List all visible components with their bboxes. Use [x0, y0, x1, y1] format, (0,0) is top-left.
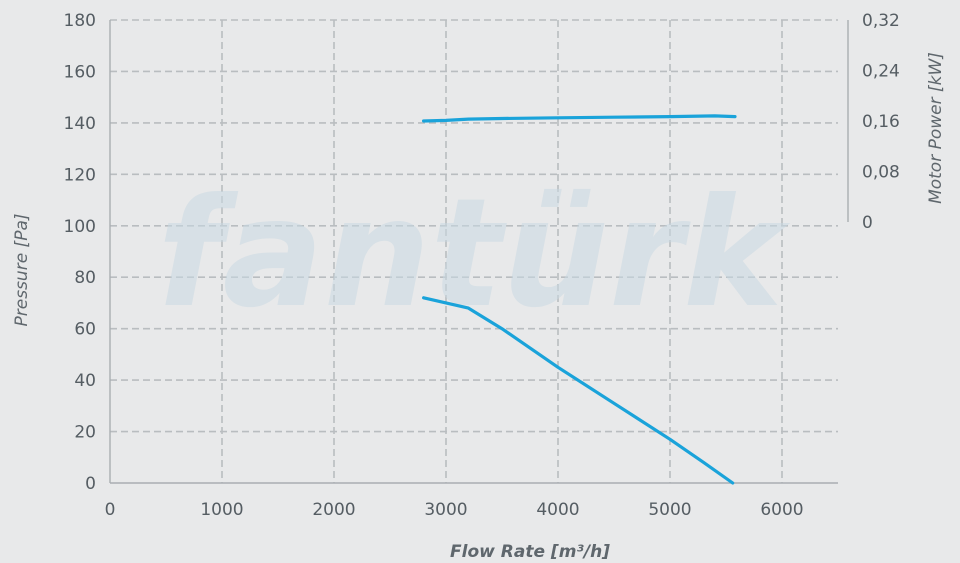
motor-power-line: [422, 114, 737, 123]
y2-tick-label: 0,16: [862, 112, 900, 132]
x-tick-label: 2000: [312, 500, 355, 520]
y-tick-label: 40: [74, 371, 96, 391]
y2-axis-title: Motor Power [kW]: [926, 52, 946, 204]
y-tick-label: 0: [85, 474, 96, 494]
y-tick-label: 60: [74, 320, 96, 340]
x-tick-label: 1000: [200, 500, 243, 520]
axes: [109, 20, 849, 484]
y2-tick-label: 0,32: [862, 11, 900, 31]
x-tick-label: 0: [105, 500, 116, 520]
y-tick-label: 100: [64, 217, 96, 237]
y2-tick-label: 0,08: [862, 163, 900, 183]
x-tick-label: 4000: [536, 500, 579, 520]
y-tick-label: 20: [74, 423, 96, 443]
y-tick-label: 80: [74, 268, 96, 288]
x-tick-label: 3000: [424, 500, 467, 520]
y-tick-label: 160: [64, 62, 96, 82]
series: [422, 114, 737, 485]
x-tick-label: 6000: [760, 500, 803, 520]
tick-labels: 0 20 40 60 80 100 120 140 160 180 0 1000 2000 3000 400…: [64, 11, 900, 520]
y-axis-title: Pressure [Pa]: [12, 214, 32, 327]
grid: [110, 19, 838, 483]
y2-tick-label: 0: [862, 213, 873, 233]
y2-tick-label: 0,24: [862, 62, 900, 82]
pressure-line: [422, 296, 735, 485]
x-axis-title: Flow Rate [m³/h]: [450, 542, 610, 562]
y-tick-label: 180: [64, 11, 96, 31]
x-tick-label: 5000: [648, 500, 691, 520]
watermark: fantürk: [157, 167, 791, 341]
y-tick-label: 140: [64, 114, 96, 134]
y-tick-label: 120: [64, 165, 96, 185]
